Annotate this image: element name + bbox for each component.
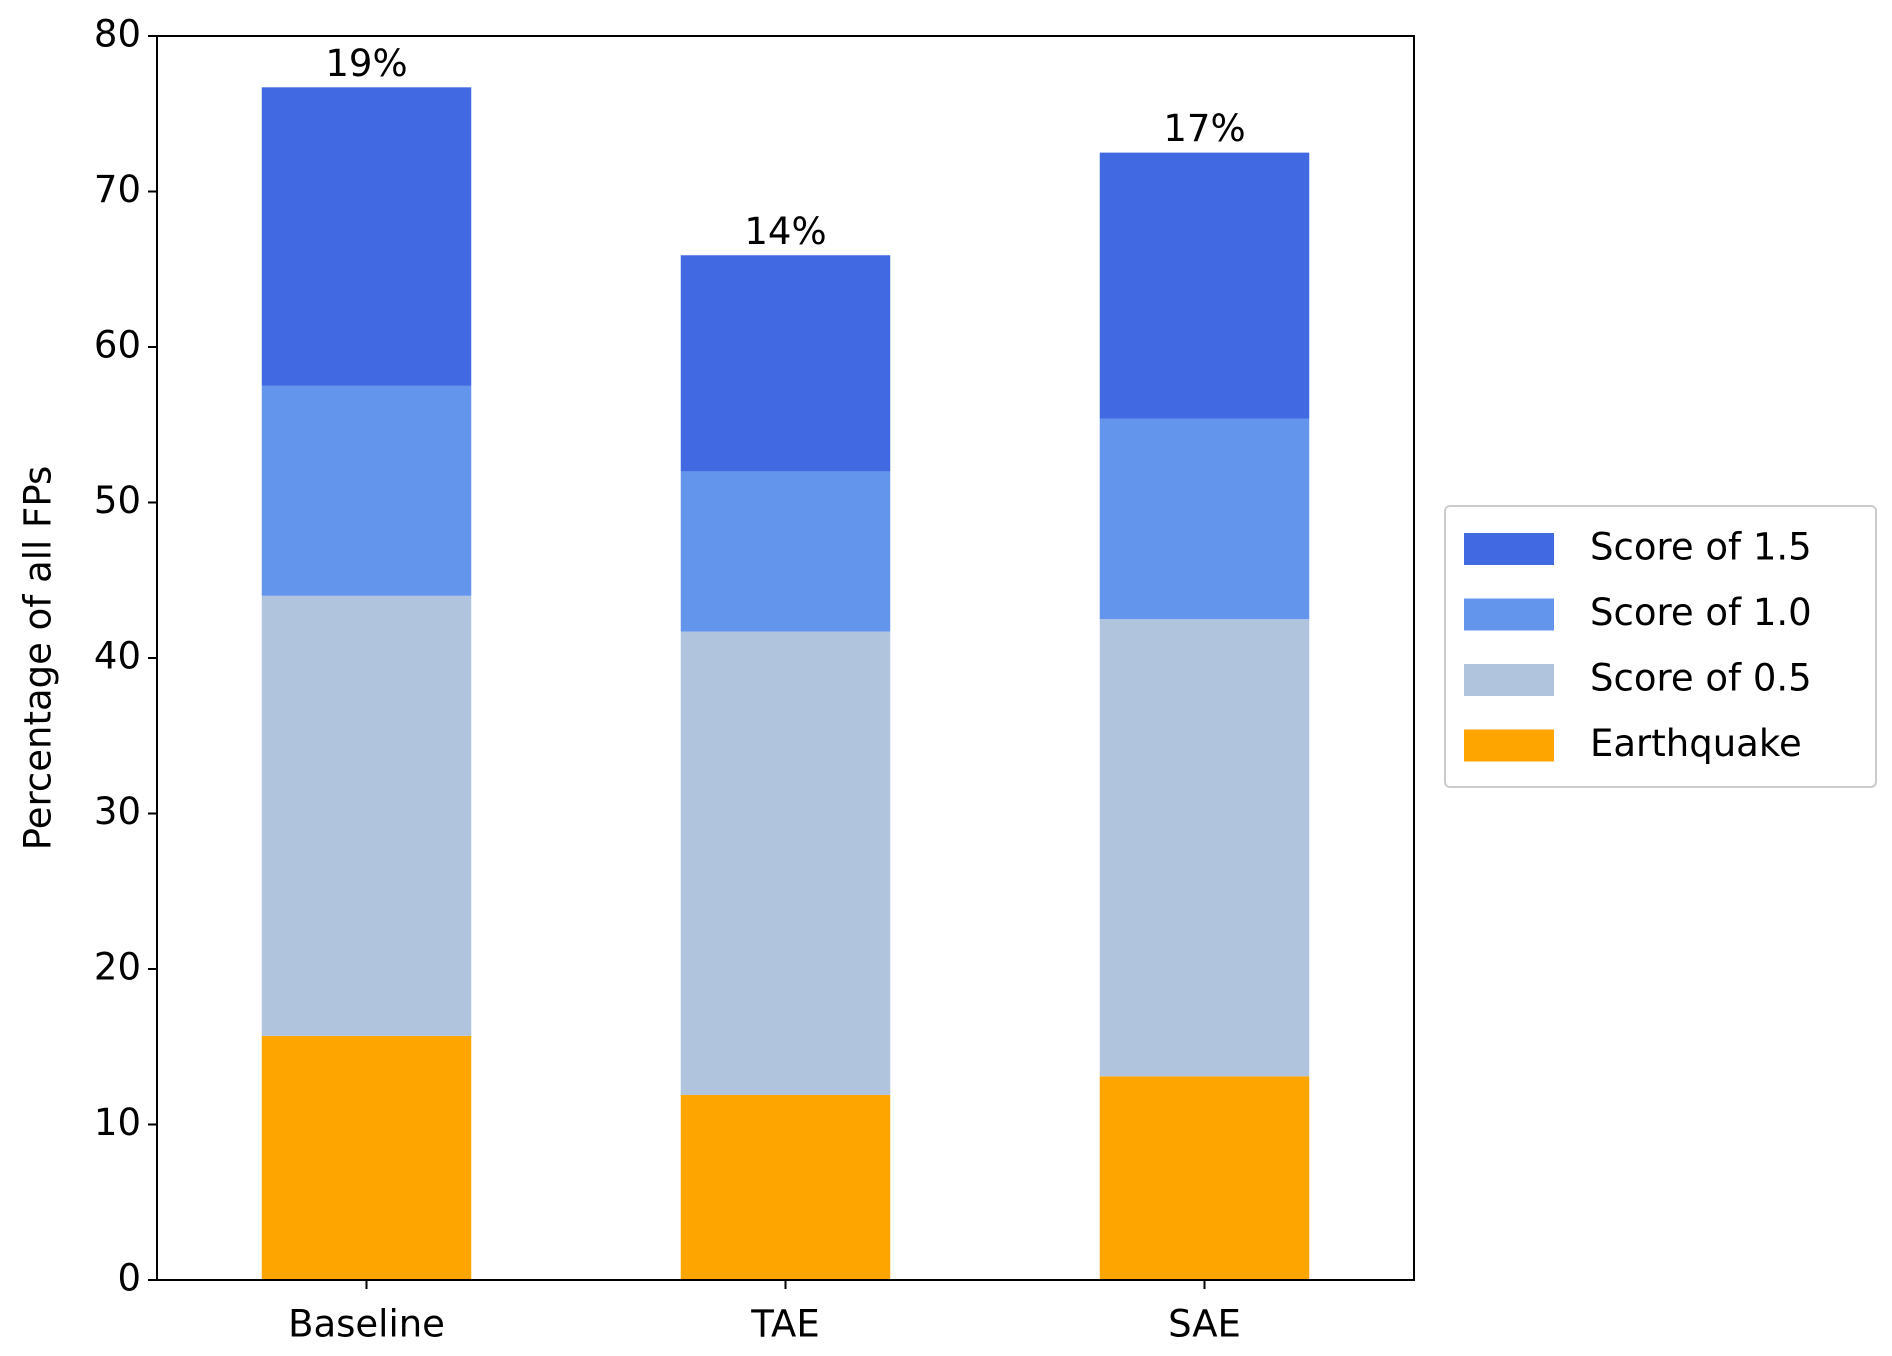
y-axis-label: Percentage of all FPs: [17, 466, 60, 851]
legend-label: Earthquake: [1590, 722, 1802, 765]
y-tick-label: 30: [94, 790, 141, 833]
legend-swatch: [1464, 729, 1554, 762]
value-label: 14%: [744, 210, 826, 253]
x-tick-label: Baseline: [288, 1303, 445, 1346]
value-label: 17%: [1163, 107, 1245, 150]
plot-frame: [156, 35, 1415, 1281]
legend-label: Score of 1.0: [1590, 591, 1812, 634]
y-tick-label: 50: [94, 479, 141, 522]
bar-segment: [261, 87, 472, 386]
bar-segment: [680, 255, 891, 472]
bar-segment: [261, 385, 472, 596]
bar-segment: [261, 1035, 472, 1280]
legend-swatch: [1464, 664, 1554, 696]
bar-segment: [680, 1094, 891, 1280]
bar-segment: [1099, 418, 1310, 620]
y-tick-label: 70: [94, 168, 141, 211]
bar-segment: [1099, 1076, 1310, 1280]
legend-box: [1444, 505, 1877, 788]
bar-segment: [1099, 619, 1310, 1077]
legend-swatch: [1464, 598, 1554, 631]
y-tick-label: 80: [94, 13, 141, 56]
y-tick-label: 20: [94, 946, 141, 989]
legend-label: Score of 0.5: [1590, 657, 1812, 700]
legend-label: Score of 1.5: [1590, 526, 1812, 569]
y-tick-label: 60: [94, 324, 141, 367]
legend-swatch: [1464, 533, 1554, 565]
bar-segment: [261, 595, 472, 1036]
bar-segment: [1099, 152, 1310, 419]
bar-segment: [680, 631, 891, 1095]
y-tick-label: 0: [117, 1257, 141, 1300]
value-label: 19%: [325, 42, 407, 85]
y-tick-label: 40: [94, 635, 141, 678]
x-tick-label: SAE: [1168, 1303, 1241, 1346]
bar-segment: [680, 471, 891, 632]
y-tick-label: 10: [94, 1101, 141, 1144]
x-tick-label: TAE: [750, 1303, 819, 1346]
